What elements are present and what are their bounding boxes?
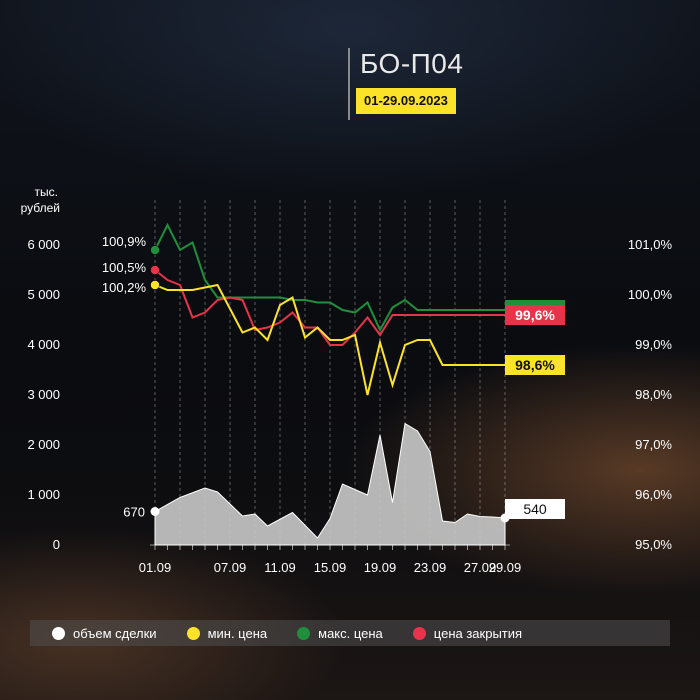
volume-end-label: 540 [523,501,547,517]
volume-start-dot [150,507,160,516]
volume-end-box [505,499,565,519]
x-axis-tick-label: 29.09 [489,560,522,575]
x-axis-tick-label: 01.09 [139,560,172,575]
close-start-dot [150,265,160,275]
y-axis-left-tick-label: 2 000 [27,437,60,452]
x-axis-tick-label: 11.09 [264,560,296,575]
min-end-box [505,355,565,375]
x-axis-tick-label: 15.09 [314,560,347,575]
legend-label-close: цена закрытия [433,625,523,641]
y-axis-left-label: тыс. [35,185,58,199]
legend-dot-volume [52,626,65,640]
legend-item-min: мин. цена [186,625,268,641]
close-end-box [505,305,565,325]
y-axis-right-tick-label: 97,0% [635,437,672,452]
y-axis-left-tick-label: 5 000 [27,287,60,302]
max-start-dot [150,245,160,255]
min-start-label: 100,2% [102,280,147,295]
chart-title: БО-П04 [360,48,464,79]
x-axis-tick-label: 07.09 [214,560,247,575]
volume-area [154,422,506,546]
x-axis-tick-label: 27.09 [464,560,497,575]
legend-dot-close [412,626,426,640]
min-end-label: 98,6% [515,357,555,373]
y-axis-left-tick-label: 0 [53,537,60,552]
min-start-dot [150,280,160,290]
close-start-label: 100,5% [102,260,147,275]
close-price-line [154,269,505,346]
legend-item-close: цена закрытия [412,625,523,641]
legend-item-max: макс. цена [297,626,383,641]
y-axis-left-tick-label: 1 000 [27,487,60,502]
legend-label-min: мин. цена [207,625,268,641]
max-price-line [154,222,505,333]
x-axis-tick-label: 23.09 [414,560,447,575]
legend-dot-min [186,626,200,640]
min-price-line [154,283,505,396]
max-start-label: 100,9% [102,234,147,249]
y-axis-right-tick-label: 96,0% [635,487,672,502]
y-axis-left-label-unit: рублей [21,201,60,215]
legend-label-max: макс. цена [318,625,383,641]
y-axis-left-tick-label: 6 000 [27,237,60,252]
y-axis-left-tick-label: 4 000 [27,337,60,352]
legend-label-volume: объем сделки [73,625,157,641]
x-axis-tick-label: 19.09 [364,560,397,575]
legend-item-volume: объем сделки [52,626,157,641]
y-axis-right-tick-label: 98,0% [635,387,672,402]
y-axis-right-tick-label: 99,0% [635,337,672,352]
y-axis-left-tick-label: 3 000 [27,387,60,402]
y-axis-right-tick-label: 100,0% [628,287,673,302]
date-range-badge: 01-29.09.2023 [356,88,456,114]
volume-start-label: 670 [123,505,145,520]
y-axis-right-tick-label: 101,0% [628,237,673,252]
legend-dot-max [297,626,311,640]
close-end-label: 99,6% [515,307,555,323]
legend: объем сделки мин. цена макс. цена цена з… [30,620,670,646]
title-divider [348,48,350,120]
y-axis-right-tick-label: 95,0% [635,537,672,552]
